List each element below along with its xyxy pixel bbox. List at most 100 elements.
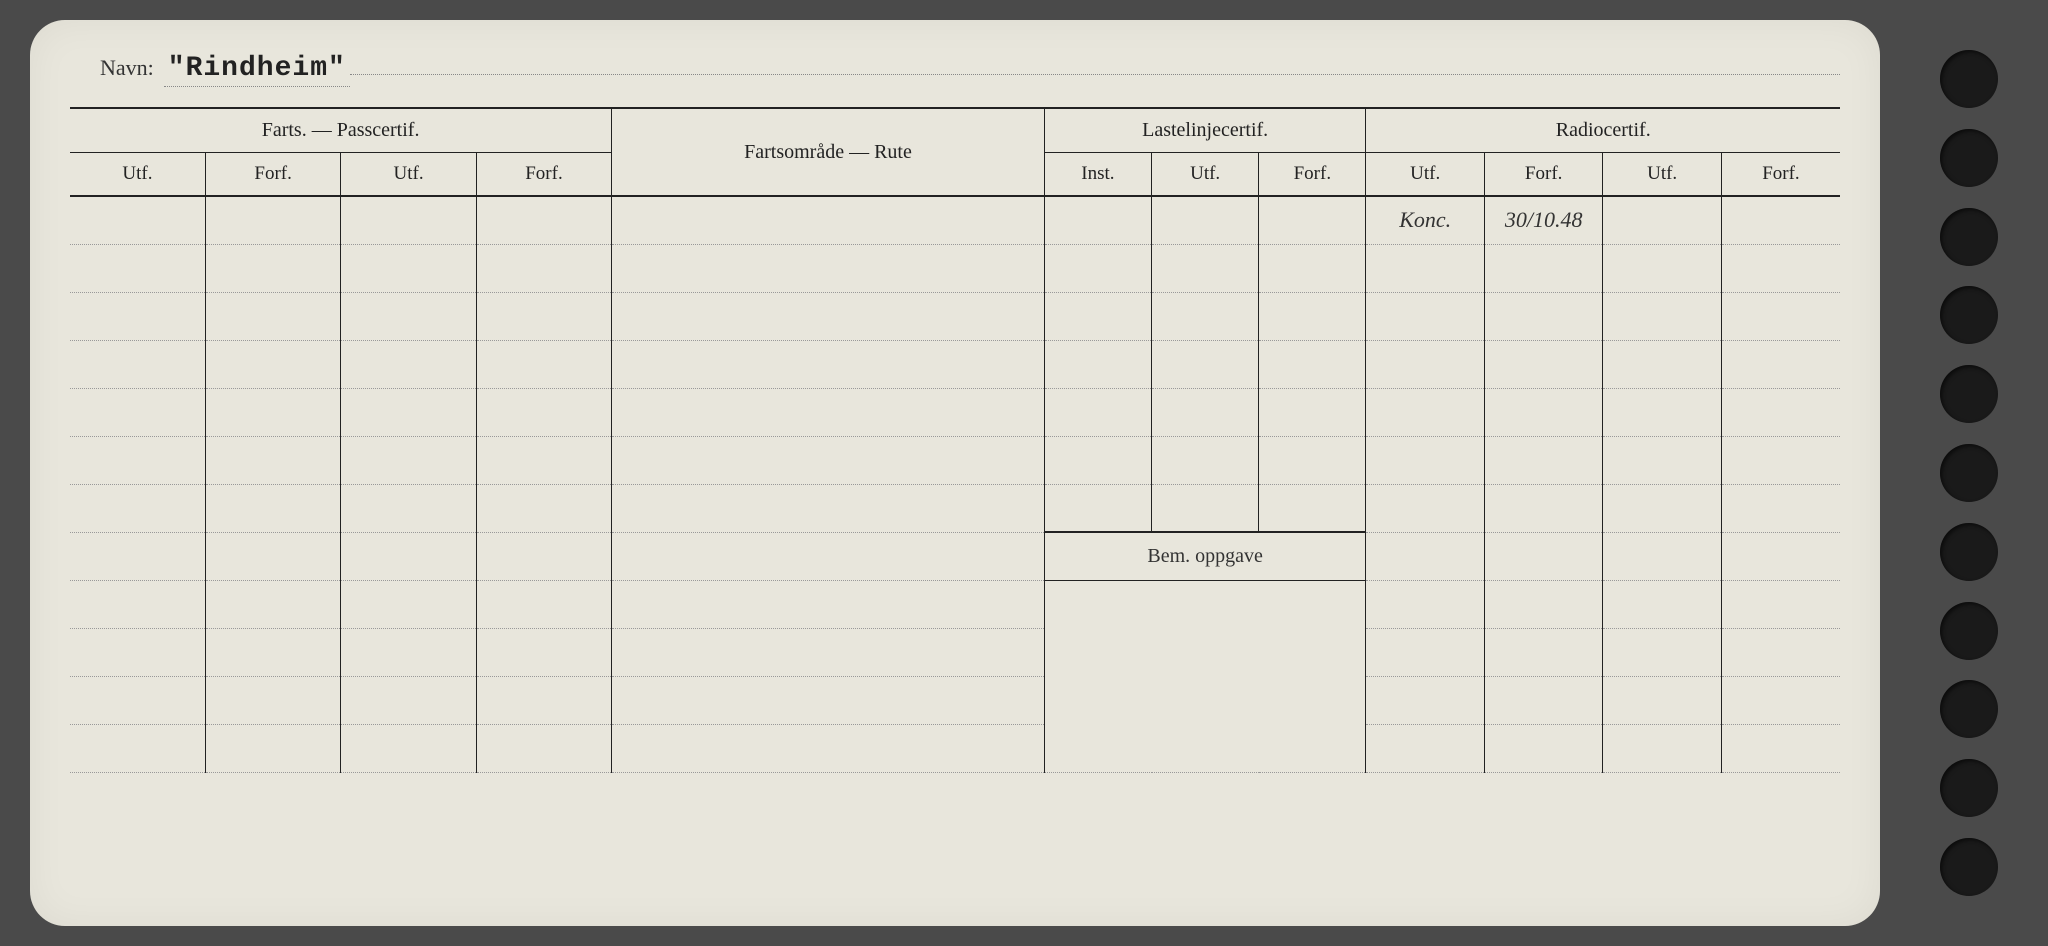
cell xyxy=(205,244,340,292)
cell xyxy=(1484,340,1602,388)
cell xyxy=(1366,484,1484,532)
cell xyxy=(1721,388,1840,436)
cell xyxy=(1484,484,1602,532)
table-row xyxy=(70,292,1840,340)
sub-fp-utf2: Utf. xyxy=(341,153,476,197)
cell xyxy=(205,676,340,724)
table-row xyxy=(70,676,1840,724)
cell xyxy=(1366,676,1484,724)
table-row xyxy=(70,436,1840,484)
cell xyxy=(1366,244,1484,292)
table-row xyxy=(70,724,1840,772)
cell xyxy=(1259,196,1366,244)
bem-oppgave-cell xyxy=(1044,580,1366,628)
header-group-row: Farts. — Passcertif. Fartsområde — Rute … xyxy=(70,109,1840,153)
cell xyxy=(1484,436,1602,484)
cell xyxy=(341,292,476,340)
binder-holes xyxy=(1940,50,2000,896)
cell xyxy=(612,628,1045,676)
cell xyxy=(476,196,611,244)
cell xyxy=(1259,244,1366,292)
cell xyxy=(70,388,205,436)
cell xyxy=(1484,532,1602,580)
ledger-body: Konc.30/10.48Bem. oppgave xyxy=(70,196,1840,772)
cell xyxy=(1721,484,1840,532)
cell xyxy=(1484,724,1602,772)
cell xyxy=(1366,436,1484,484)
name-value: "Rindheim" xyxy=(164,53,350,87)
cell xyxy=(205,628,340,676)
cell xyxy=(1152,196,1259,244)
cell xyxy=(612,244,1045,292)
cell xyxy=(70,580,205,628)
cell xyxy=(476,724,611,772)
cell xyxy=(1721,196,1840,244)
cell xyxy=(1044,484,1151,532)
cell xyxy=(70,724,205,772)
group-farts-pass: Farts. — Passcertif. xyxy=(70,109,612,153)
sub-rc-forf1: Forf. xyxy=(1484,153,1602,197)
cell xyxy=(612,196,1045,244)
cell xyxy=(1484,388,1602,436)
bem-oppgave-cell xyxy=(1044,724,1366,772)
cell xyxy=(1603,628,1721,676)
binder-hole xyxy=(1940,129,1998,187)
name-label: Navn: xyxy=(100,55,154,81)
binder-hole xyxy=(1940,444,1998,502)
cell xyxy=(205,292,340,340)
cell xyxy=(1044,244,1151,292)
cell xyxy=(1152,484,1259,532)
binder-hole xyxy=(1940,50,1998,108)
binder-hole xyxy=(1940,759,1998,817)
cell xyxy=(1044,340,1151,388)
cell xyxy=(476,628,611,676)
cell xyxy=(612,580,1045,628)
cell xyxy=(205,388,340,436)
binder-hole xyxy=(1940,523,1998,581)
cell xyxy=(70,244,205,292)
table-row xyxy=(70,580,1840,628)
cell xyxy=(1044,388,1151,436)
cell xyxy=(1152,340,1259,388)
cell xyxy=(1721,580,1840,628)
cell xyxy=(1603,196,1721,244)
table-row xyxy=(70,388,1840,436)
cell: 30/10.48 xyxy=(1484,196,1602,244)
cell xyxy=(1603,340,1721,388)
cell xyxy=(476,676,611,724)
cell xyxy=(476,484,611,532)
cell xyxy=(1603,484,1721,532)
cell xyxy=(1484,580,1602,628)
cell xyxy=(1603,292,1721,340)
cell xyxy=(1721,292,1840,340)
cell xyxy=(1366,724,1484,772)
table-row xyxy=(70,484,1840,532)
group-radio: Radiocertif. xyxy=(1366,109,1840,153)
cell xyxy=(70,532,205,580)
table-row xyxy=(70,340,1840,388)
cell xyxy=(1366,580,1484,628)
cell xyxy=(70,628,205,676)
cell xyxy=(1366,388,1484,436)
cell xyxy=(1721,436,1840,484)
cell xyxy=(205,724,340,772)
cell xyxy=(1366,628,1484,676)
cell xyxy=(1259,388,1366,436)
cell xyxy=(476,292,611,340)
cell xyxy=(1603,676,1721,724)
cell xyxy=(341,340,476,388)
cell xyxy=(1603,244,1721,292)
cell xyxy=(1259,340,1366,388)
cell xyxy=(1152,436,1259,484)
cell xyxy=(1603,724,1721,772)
cell xyxy=(1044,292,1151,340)
name-row: Navn: "Rindheim" xyxy=(100,50,1840,87)
cell xyxy=(1484,244,1602,292)
cell xyxy=(1721,532,1840,580)
cell xyxy=(70,676,205,724)
cell xyxy=(341,388,476,436)
sub-ll-forf: Forf. xyxy=(1259,153,1366,197)
cell xyxy=(1152,292,1259,340)
table-row xyxy=(70,244,1840,292)
cell xyxy=(1366,532,1484,580)
